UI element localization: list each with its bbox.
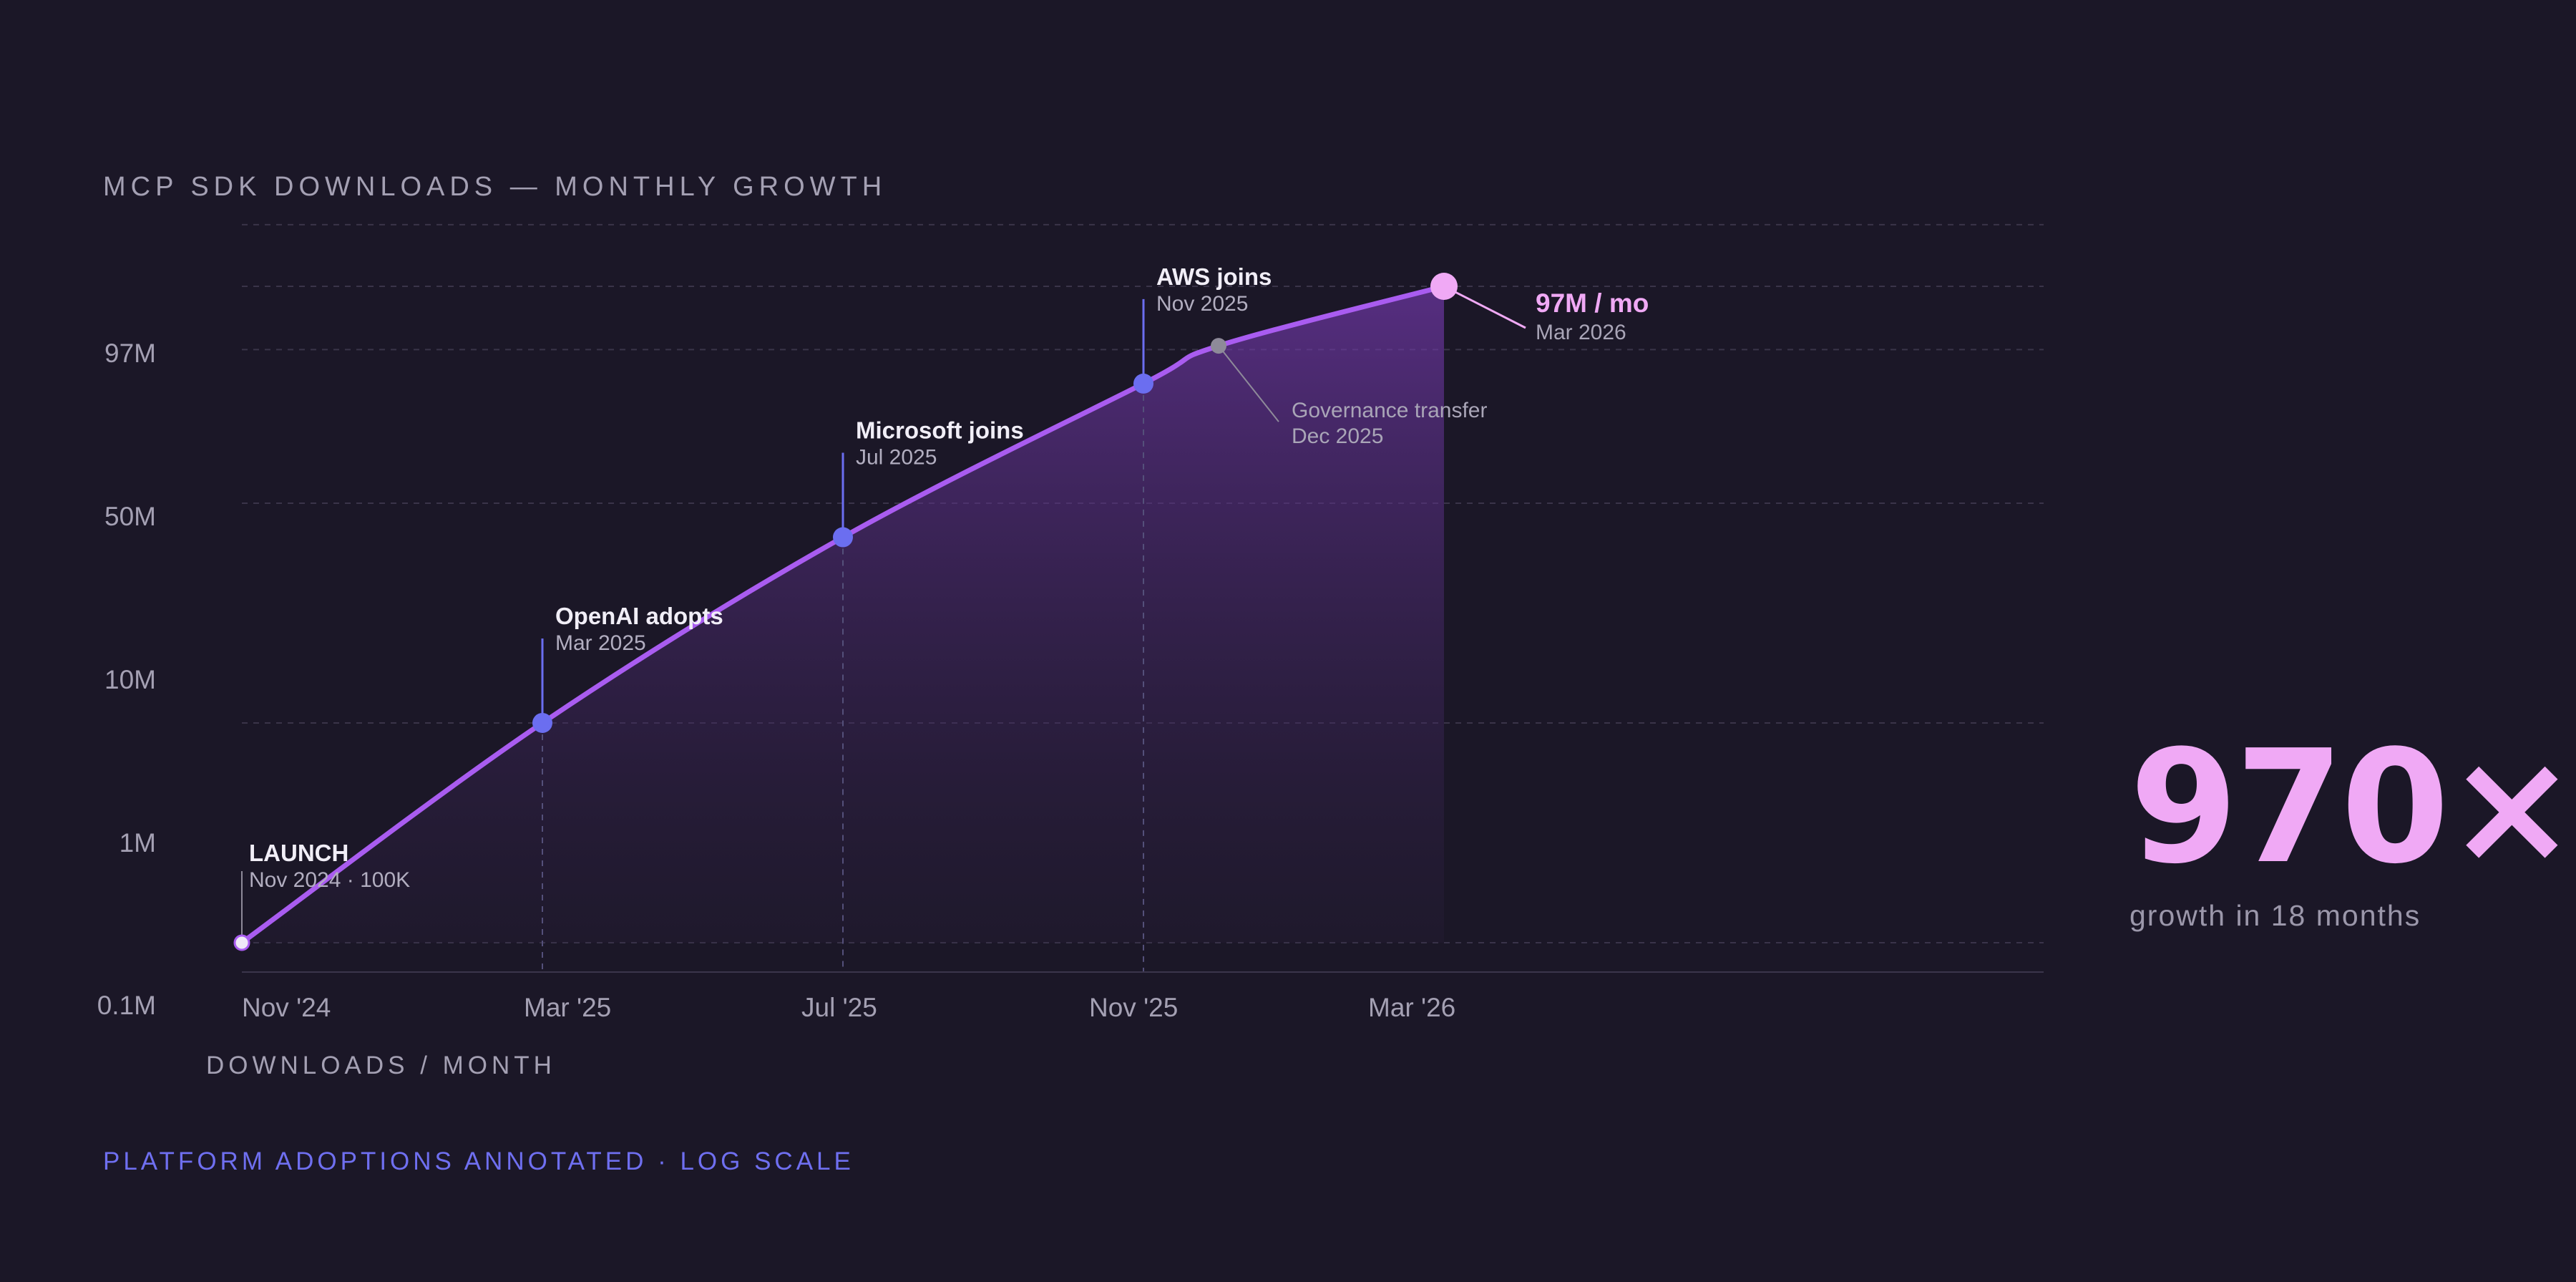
annotation-title: 97M / mo — [1536, 288, 1649, 318]
peak-point — [1430, 273, 1458, 300]
y-tick-label: 1M — [119, 828, 156, 858]
x-tick-label: Mar '26 — [1368, 993, 1455, 1022]
milestone-point — [532, 712, 552, 733]
guide-layer — [542, 383, 1144, 971]
series-line — [239, 283, 1447, 946]
area-fill — [242, 286, 1444, 943]
annotation-date: Jul 2025 — [856, 446, 937, 470]
y-tick-label: 50M — [104, 502, 156, 531]
annotation-date: Nov 2024 · 100K — [249, 868, 410, 892]
chart-title: MCP SDK DOWNLOADS — MONTHLY GROWTH — [103, 172, 887, 202]
y-tick-label: 0.1M — [97, 991, 156, 1020]
y-tick-label: 97M — [104, 339, 156, 368]
annotation-title: Microsoft joins — [856, 417, 1024, 444]
milestone-point — [833, 527, 853, 548]
annotation-date: Nov 2025 — [1156, 292, 1248, 316]
y-axis-label: DOWNLOADS / MONTH — [206, 1052, 556, 1079]
tick-layer: 0.1M 1M 10M 50M 97M Nov '24 Mar '25 Jul '25 Nov … — [97, 339, 1456, 1022]
x-tick-label: Nov '24 — [242, 993, 331, 1022]
growth-caption: growth in 18 months — [2129, 899, 2421, 932]
milestone-point — [1133, 373, 1153, 394]
y-tick-label: 10M — [104, 665, 156, 694]
point-layer — [233, 273, 1458, 951]
leader-line — [1218, 345, 1279, 422]
annotation-title: OpenAI adopts — [555, 603, 723, 629]
annotation-title: LAUNCH — [249, 840, 348, 866]
x-tick-label: Mar '25 — [524, 993, 611, 1022]
launch-point — [233, 934, 250, 951]
leader-line — [1443, 285, 1526, 329]
annotation-title: Governance transfer — [1292, 399, 1487, 422]
hero-stat: 970× growth in 18 months — [2129, 717, 2576, 933]
annotation-date: Mar 2026 — [1536, 321, 1626, 344]
chart-subtitle: PLATFORM ADOPTIONS ANNOTATED · LOG SCALE — [103, 1147, 854, 1175]
annotation-date: Dec 2025 — [1292, 424, 1383, 448]
x-tick-label: Nov '25 — [1089, 993, 1178, 1022]
governance-point — [1211, 338, 1226, 354]
annotation-title: AWS joins — [1156, 263, 1272, 290]
growth-multiplier: 970× — [2129, 717, 2576, 898]
x-tick-label: Jul '25 — [801, 993, 877, 1022]
annotation-date: Mar 2025 — [555, 631, 646, 655]
